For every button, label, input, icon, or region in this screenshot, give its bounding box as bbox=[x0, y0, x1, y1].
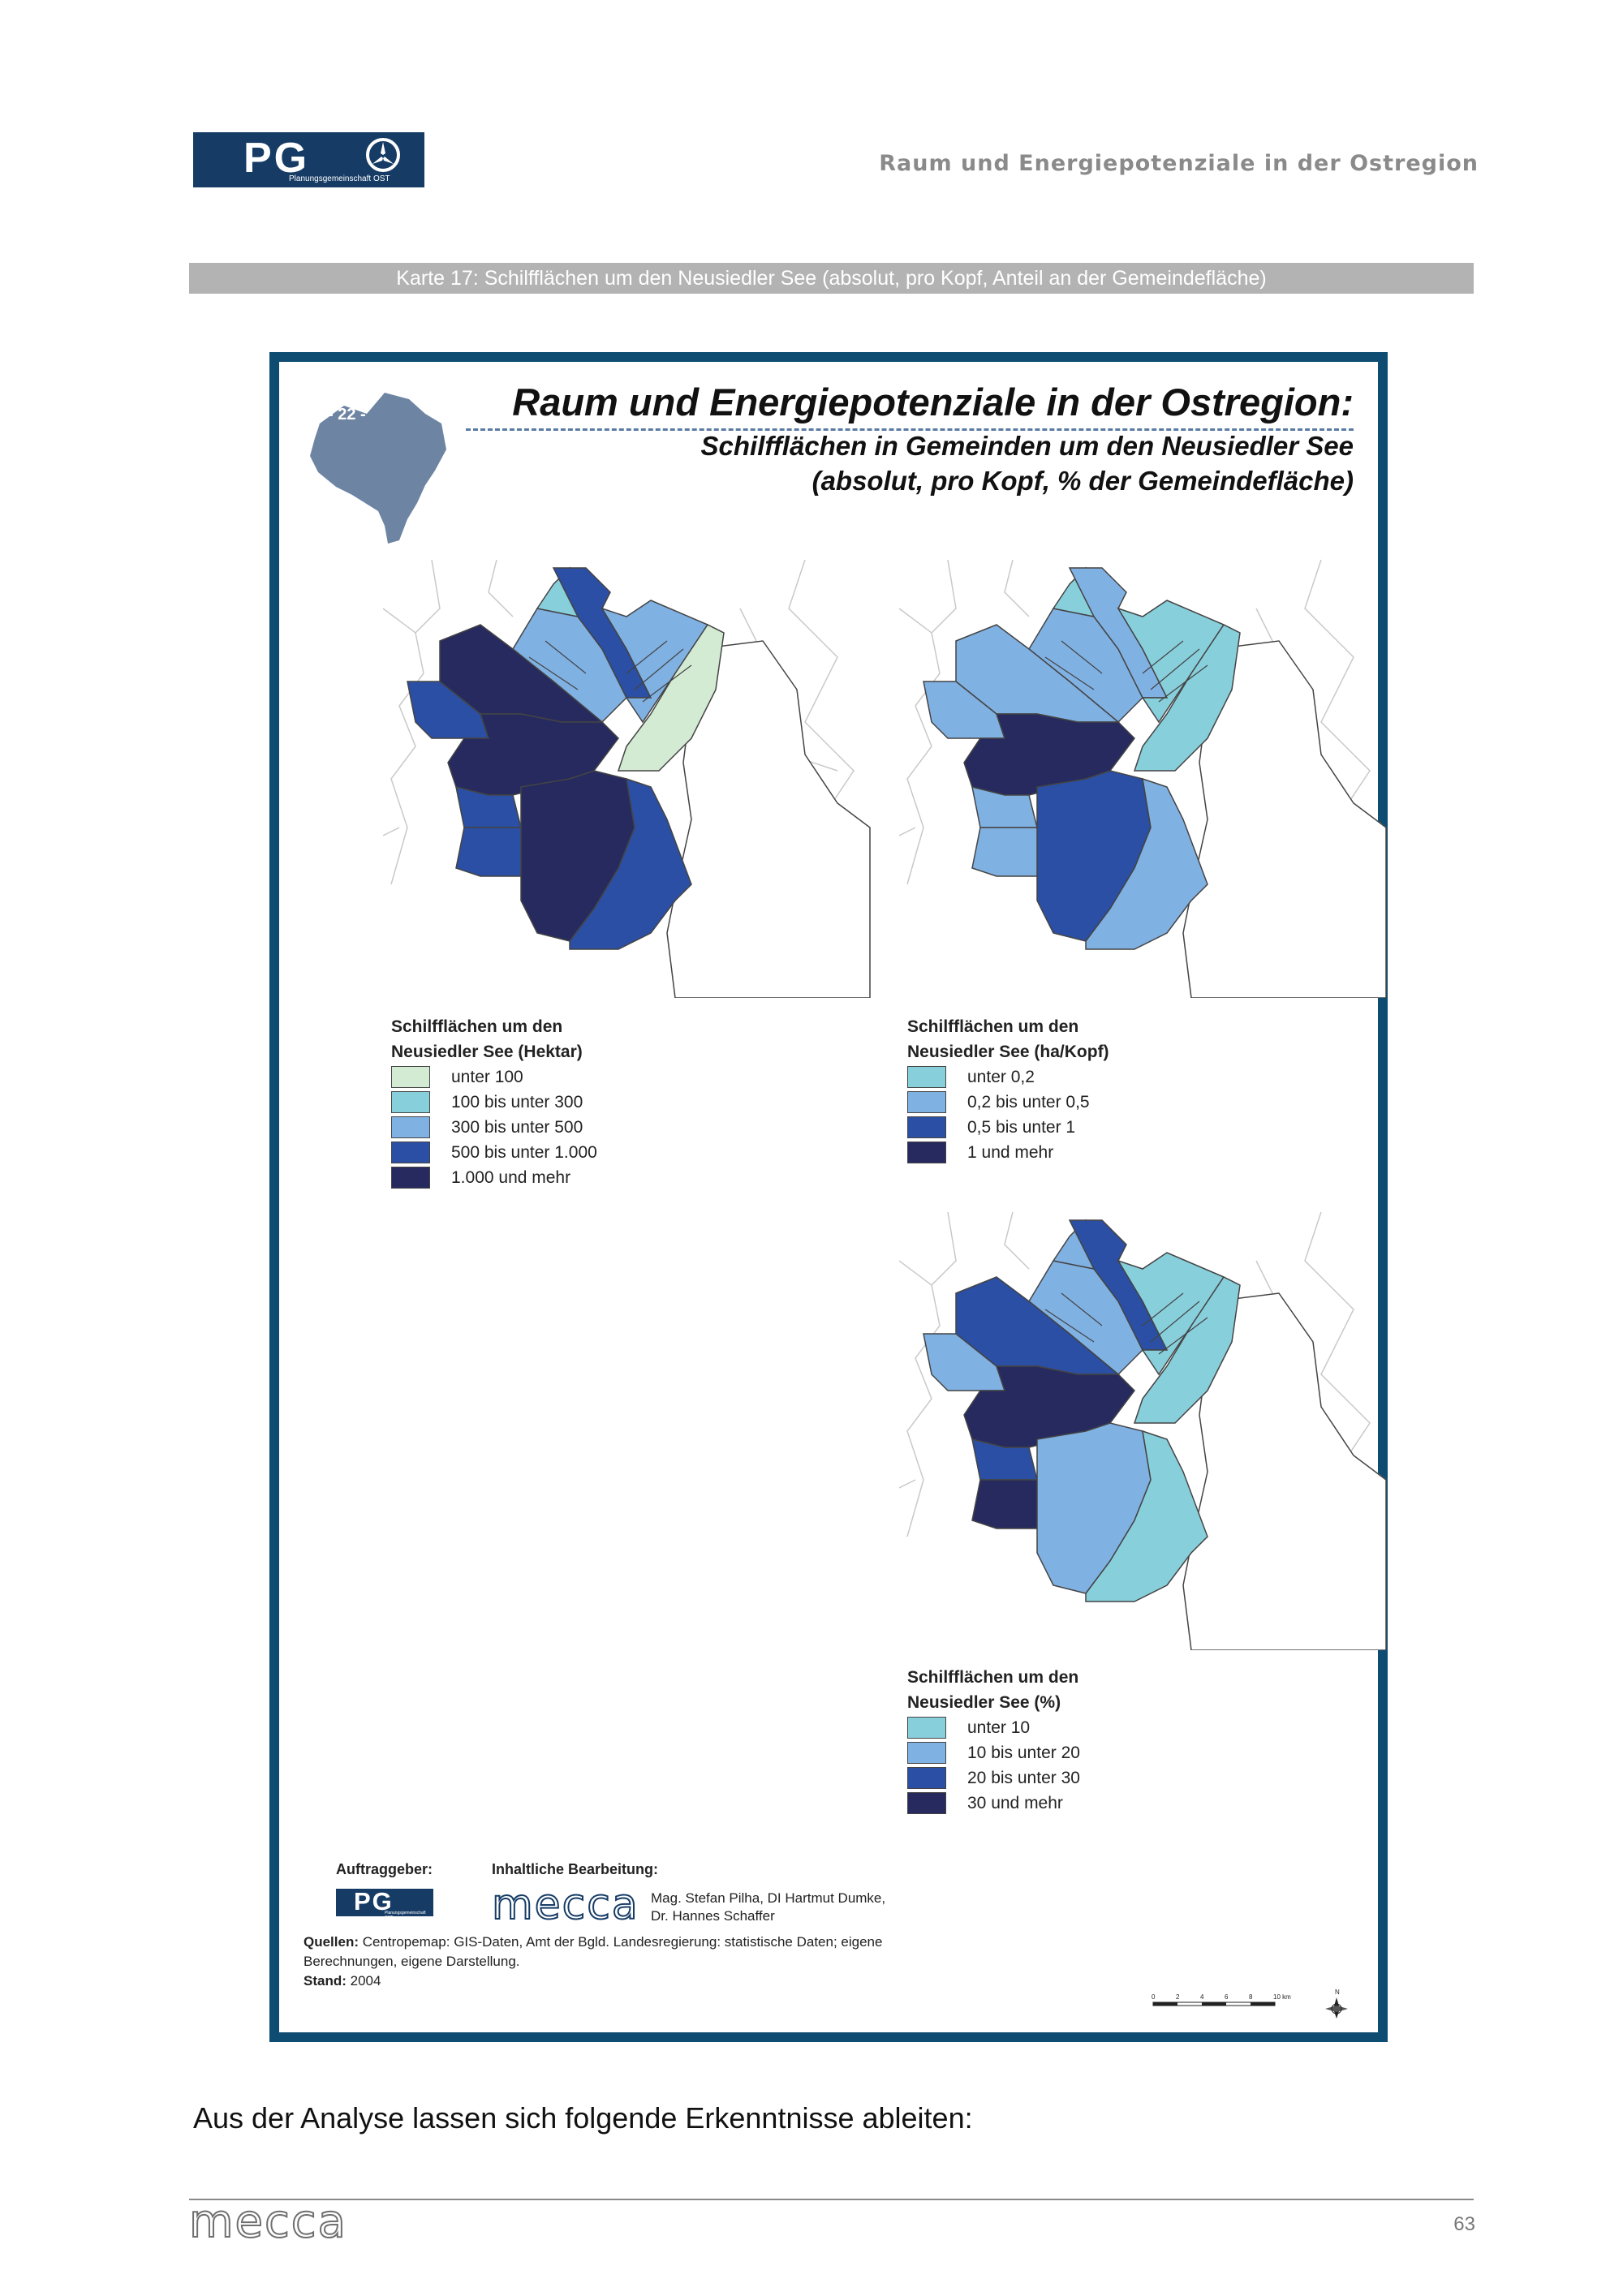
legend-swatch bbox=[391, 1091, 430, 1113]
north-arrow-icon bbox=[1325, 1997, 1348, 2019]
legend-label: unter 0,2 bbox=[967, 1067, 1035, 1086]
legend-row: 1 und mehr bbox=[907, 1140, 1109, 1165]
date-label: Stand: bbox=[304, 1973, 347, 1989]
legend-label: unter 100 bbox=[451, 1067, 523, 1086]
legend-row: 30 und mehr bbox=[907, 1791, 1080, 1816]
legend-swatch bbox=[391, 1116, 430, 1138]
sources-label: Quellen: bbox=[304, 1934, 359, 1950]
legend-label: 100 bis unter 300 bbox=[451, 1092, 583, 1111]
pg-logo-letters: PG bbox=[243, 135, 310, 182]
sources: Quellen: Centropemap: GIS-Daten, Amt der… bbox=[304, 1933, 969, 1991]
footer-divider bbox=[189, 2199, 1474, 2200]
legend-title-line1: Schilfflächen um den bbox=[391, 1017, 563, 1036]
legend-swatch bbox=[907, 1717, 946, 1739]
legend-percentage: Schilfflächen um den Neusiedler See (%) … bbox=[907, 1665, 1080, 1816]
legend-swatch bbox=[391, 1066, 430, 1088]
region-number: - 22 - bbox=[328, 406, 366, 424]
authors-line1: Mag. Stefan Pilha, DI Hartmut Dumke, bbox=[651, 1890, 886, 1906]
pg-logo: PG Planungsgemeinschaft OST bbox=[193, 132, 424, 187]
legend-row: 0,2 bis unter 0,5 bbox=[907, 1090, 1109, 1115]
legend-label: 1.000 und mehr bbox=[451, 1167, 571, 1187]
legend-label: 1 und mehr bbox=[967, 1142, 1054, 1162]
client-logo-letters: PG bbox=[354, 1887, 394, 1915]
editor-heading: Inhaltliche Bearbeitung: bbox=[492, 1861, 659, 1877]
legend-row: 1.000 und mehr bbox=[391, 1165, 597, 1190]
map-figure: - 22 - Raum und Energiepotenziale in der… bbox=[269, 352, 1388, 2042]
legend-title-line2: Neusiedler See (%) bbox=[907, 1693, 1061, 1712]
title-divider bbox=[466, 428, 1354, 431]
legend-row: 10 bis unter 20 bbox=[907, 1740, 1080, 1765]
north-label: N bbox=[1335, 1989, 1340, 1996]
region-outline-icon bbox=[310, 393, 446, 544]
legend-swatch bbox=[907, 1792, 946, 1814]
legend-row: 300 bis unter 500 bbox=[391, 1115, 597, 1140]
legend-label: 0,2 bis unter 0,5 bbox=[967, 1092, 1090, 1111]
choropleth-map-per-capita bbox=[899, 560, 1387, 998]
legend-row: 0,5 bis unter 1 bbox=[907, 1115, 1109, 1140]
legend-per-capita: Schilfflächen um den Neusiedler See (ha/… bbox=[907, 1014, 1109, 1165]
legend-row: unter 0,2 bbox=[907, 1064, 1109, 1090]
legend-swatch bbox=[907, 1066, 946, 1088]
legend-label: 300 bis unter 500 bbox=[451, 1117, 583, 1137]
client-pg-logo: PG Planungsgemeinschaft OST bbox=[336, 1887, 433, 1920]
legend-swatch bbox=[907, 1091, 946, 1113]
legend-label: 0,5 bis unter 1 bbox=[967, 1117, 1076, 1137]
legend-swatch bbox=[391, 1167, 430, 1189]
choropleth-map-percentage bbox=[899, 1212, 1387, 1650]
legend-label: 20 bis unter 30 bbox=[967, 1768, 1080, 1787]
legend-row: 500 bis unter 1.000 bbox=[391, 1140, 597, 1165]
legend-swatch bbox=[907, 1116, 946, 1138]
map-title: Raum und Energiepotenziale in der Ostreg… bbox=[512, 381, 1354, 424]
map-subtitle-line1: Schilfflächen in Gemeinden um den Neusie… bbox=[700, 431, 1354, 461]
legend-title-line1: Schilfflächen um den bbox=[907, 1017, 1079, 1036]
scale-tick: 8 bbox=[1249, 1993, 1253, 2001]
legend-label: 500 bis unter 1.000 bbox=[451, 1142, 597, 1162]
scale-tick: 4 bbox=[1200, 1993, 1204, 2001]
legend-swatch bbox=[907, 1742, 946, 1764]
choropleth-map-hectares bbox=[383, 560, 871, 998]
sources-line1: Centropemap: GIS-Daten, Amt der Bgld. La… bbox=[362, 1934, 883, 1950]
body-paragraph: Aus der Analyse lassen sich folgende Erk… bbox=[193, 2101, 973, 2135]
authors: Mag. Stefan Pilha, DI Hartmut Dumke, Dr.… bbox=[651, 1890, 885, 1925]
legend-swatch bbox=[907, 1767, 946, 1789]
legend-row: unter 10 bbox=[907, 1715, 1080, 1740]
legend-title-line2: Neusiedler See (ha/Kopf) bbox=[907, 1043, 1109, 1061]
legend-label: 30 und mehr bbox=[967, 1793, 1063, 1812]
pg-logo-star-icon bbox=[366, 138, 400, 172]
pg-logo-subtitle: Planungsgemeinschaft OST bbox=[289, 174, 390, 183]
legend-swatch bbox=[907, 1142, 946, 1163]
scale-tick: 10 km bbox=[1273, 1993, 1291, 2001]
legend-hectares: Schilfflächen um den Neusiedler See (Hek… bbox=[391, 1014, 597, 1190]
legend-swatch bbox=[391, 1142, 430, 1163]
scale-tick: 6 bbox=[1225, 1993, 1229, 2001]
legend-title-line2: Neusiedler See (Hektar) bbox=[391, 1043, 583, 1061]
legend-row: unter 100 bbox=[391, 1064, 597, 1090]
scale-tick: 2 bbox=[1176, 1993, 1180, 2001]
document-header-title: Raum und Energiepotenziale in der Ostreg… bbox=[879, 151, 1479, 176]
sources-line2: Berechnungen, eigene Darstellung. bbox=[304, 1954, 520, 1969]
date-value: 2004 bbox=[350, 1973, 381, 1989]
legend-title-line1: Schilfflächen um den bbox=[907, 1668, 1079, 1687]
footer-mecca-logo: mecca bbox=[188, 2195, 347, 2249]
scale-tick: 0 bbox=[1152, 1993, 1156, 2001]
legend-row: 20 bis unter 30 bbox=[907, 1765, 1080, 1791]
page-number: 63 bbox=[1453, 2213, 1475, 2235]
authors-line2: Dr. Hannes Schaffer bbox=[651, 1908, 775, 1924]
editor-mecca-logo: mecca bbox=[491, 1880, 639, 1930]
client-logo-subtitle: Planungsgemeinschaft OST bbox=[385, 1911, 426, 1920]
client-heading: Auftraggeber: bbox=[336, 1861, 433, 1877]
legend-label: unter 10 bbox=[967, 1718, 1031, 1737]
legend-label: 10 bis unter 20 bbox=[967, 1743, 1080, 1762]
map-caption: Karte 17: Schilfflächen um den Neusiedle… bbox=[189, 263, 1474, 294]
map-subtitle-line2: (absolut, pro Kopf, % der Gemeindefläche… bbox=[812, 466, 1354, 496]
legend-row: 100 bis unter 300 bbox=[391, 1090, 597, 1115]
scale-bar: 0 2 4 6 8 10 km N bbox=[1152, 1989, 1348, 2019]
